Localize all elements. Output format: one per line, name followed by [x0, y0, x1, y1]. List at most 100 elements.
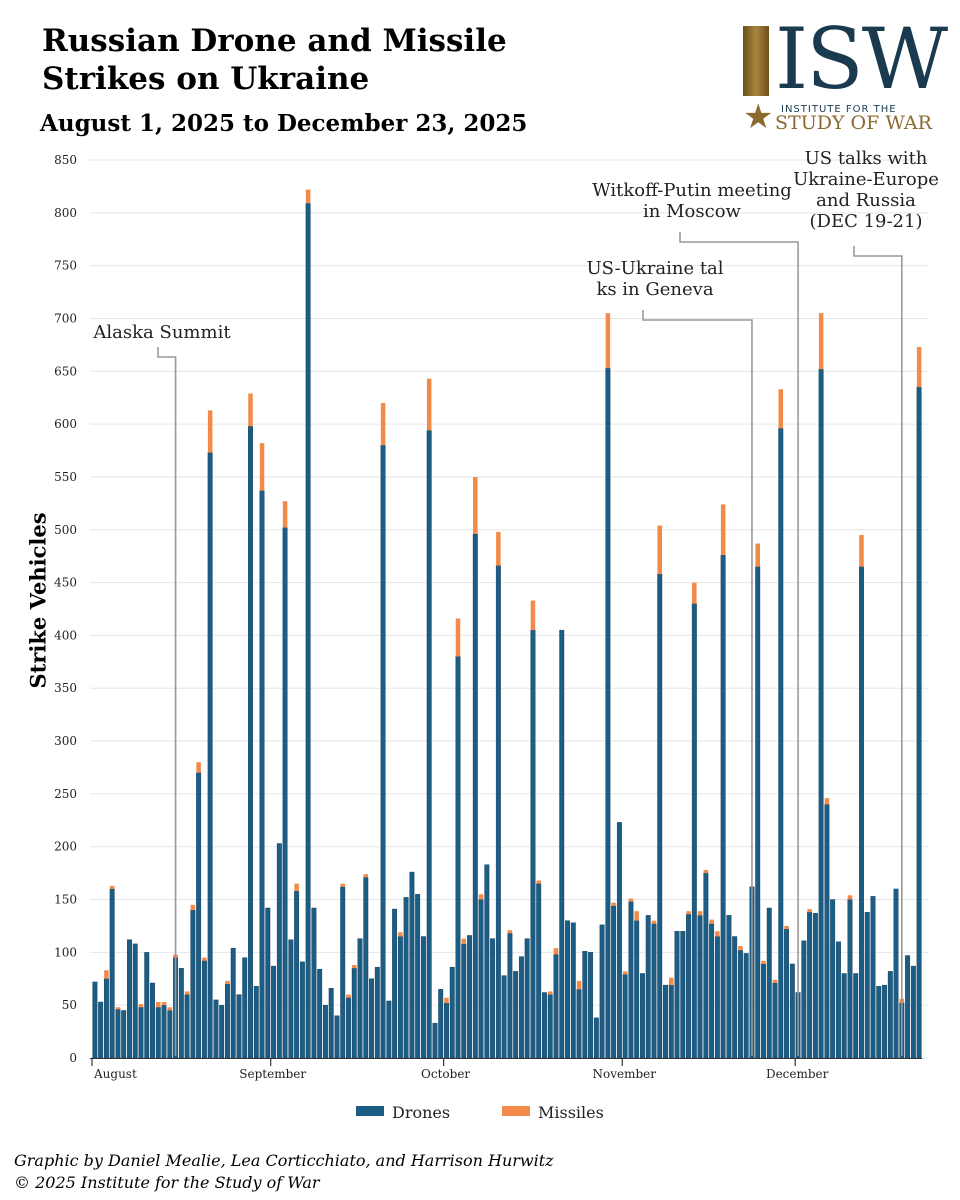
missile-bar — [248, 393, 253, 427]
drone-bar — [478, 899, 484, 1059]
y-tick-label: 150 — [54, 893, 77, 907]
drone-bar — [225, 983, 230, 1059]
missile-bar — [478, 894, 484, 900]
missile-bar — [692, 582, 697, 604]
drone-bar — [778, 428, 784, 1059]
drone-bar — [668, 984, 674, 1059]
missile-bar — [225, 980, 230, 985]
drone-bar — [513, 971, 519, 1059]
missile-bar — [824, 798, 830, 805]
missile-bar — [507, 930, 513, 934]
drone-bar — [772, 982, 778, 1059]
x-tick-label: August — [93, 1067, 137, 1081]
drone-bar — [732, 936, 738, 1059]
legend-swatch-drones — [356, 1106, 384, 1116]
annotation-line: US-Ukraine tal — [586, 258, 723, 279]
drone-bar — [876, 985, 882, 1059]
missile-bar — [755, 543, 760, 567]
missile-bar — [190, 904, 196, 911]
missile-bar — [703, 869, 709, 874]
missile-bar — [346, 994, 351, 998]
drone-bar — [115, 1009, 121, 1059]
drone-bar — [397, 936, 403, 1059]
drone-bar — [236, 994, 242, 1059]
annotation-leader — [642, 310, 753, 1056]
drone-bar — [271, 965, 277, 1059]
drone-bar — [121, 1010, 127, 1059]
x-tick-label: October — [421, 1067, 470, 1081]
drone-bar — [155, 1007, 161, 1059]
drone-bar — [916, 386, 922, 1059]
drone-bar — [184, 994, 190, 1059]
drone-bar — [242, 957, 248, 1059]
missile-bar — [138, 1004, 144, 1008]
drone-bar — [593, 1017, 599, 1059]
missile-bar — [669, 977, 674, 986]
chart-subtitle: August 1, 2025 to December 23, 2025 — [40, 110, 528, 137]
drone-bar — [248, 426, 253, 1059]
missile-bar — [605, 313, 611, 369]
drone-bar — [841, 973, 847, 1059]
strikes-bar-chart: 0 50 100 150 200 250 300 350 400 450 500 550 600 650 7… — [54, 148, 939, 1122]
y-tick-label: 850 — [54, 153, 77, 167]
drone-bar — [444, 1002, 449, 1059]
drone-bar — [611, 905, 617, 1059]
drone-bar — [294, 890, 300, 1059]
isw-logo: ISW ★ INSTITUTE FOR THE STUDY OF WAR — [735, 14, 948, 137]
star-icon: ★ — [743, 97, 774, 137]
drone-bar — [403, 897, 409, 1059]
drone-bar — [299, 961, 305, 1059]
drone-bar — [784, 928, 789, 1059]
drone-bar — [628, 901, 634, 1059]
missile-bar — [104, 970, 109, 979]
drone-bar — [691, 603, 697, 1059]
missile-bar — [778, 389, 784, 429]
drone-bar — [317, 969, 323, 1059]
drone-bar — [835, 941, 841, 1059]
drone-bar — [386, 1000, 392, 1059]
missile-bar — [473, 476, 478, 534]
y-tick-label: 650 — [54, 364, 77, 378]
drone-bar — [709, 923, 715, 1059]
drone-bar — [634, 920, 640, 1059]
drone-bar — [582, 951, 588, 1059]
drone-bar — [484, 864, 490, 1059]
missile-bar — [916, 346, 922, 388]
drone-bar — [910, 965, 916, 1059]
drone-bar — [98, 1001, 104, 1059]
missile-bar — [738, 946, 743, 951]
y-tick-label: 300 — [54, 734, 77, 748]
drone-bar — [807, 912, 813, 1059]
drone-bar — [467, 935, 472, 1059]
annotation-label: US-Ukraine tal ks in Geneva — [586, 258, 723, 300]
missile-bar — [818, 313, 824, 370]
missile-bar — [611, 902, 616, 906]
drone-bar — [178, 968, 184, 1059]
drone-bar — [518, 956, 524, 1059]
drone-bar — [812, 913, 818, 1059]
drone-bar — [789, 963, 795, 1059]
drone-bar — [743, 953, 749, 1059]
missile-bar — [553, 948, 559, 955]
drone-bar — [640, 973, 645, 1059]
drone-bar — [616, 822, 622, 1059]
y-tick-label: 50 — [62, 998, 77, 1012]
missile-bar — [398, 932, 403, 937]
drone-bar — [553, 954, 559, 1059]
drone-bar — [645, 915, 651, 1059]
missile-bar — [715, 931, 720, 937]
drone-bar — [622, 974, 628, 1059]
missile-bar — [686, 911, 691, 915]
drone-bar — [720, 554, 726, 1059]
drone-bar — [369, 978, 374, 1059]
drone-bar — [167, 1010, 173, 1059]
y-tick-label: 500 — [54, 523, 77, 537]
logo-line-1: INSTITUTE FOR THE — [781, 104, 897, 115]
drone-bar — [461, 943, 467, 1059]
y-tick-label: 700 — [54, 311, 77, 325]
missile-bar — [784, 925, 789, 930]
drone-bar — [253, 985, 259, 1059]
missile-bar — [634, 911, 639, 921]
drone-bar — [824, 804, 830, 1059]
missile-bar — [847, 895, 853, 900]
